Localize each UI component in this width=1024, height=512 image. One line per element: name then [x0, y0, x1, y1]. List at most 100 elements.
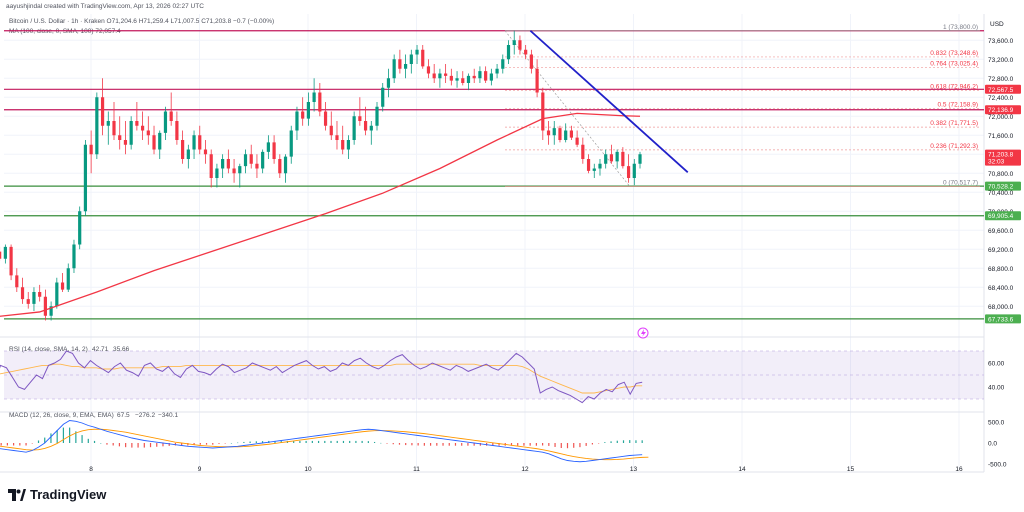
price-badge: [985, 84, 1021, 94]
macd-axis-tick: 500.0: [988, 420, 1005, 427]
macd-histogram-bar: [417, 443, 419, 446]
macd-histogram-bar: [517, 443, 519, 446]
candle-body: [369, 125, 373, 131]
rsi-axis-tick: 60.00: [988, 361, 1005, 368]
macd-histogram-bar: [13, 443, 15, 446]
macd-axis-tick: -500.0: [988, 461, 1007, 468]
price-axis-tick: 69,200.0: [988, 247, 1014, 254]
price-axis-tick: 68,000.0: [988, 304, 1014, 311]
candle-body: [363, 121, 368, 131]
macd-histogram-bar: [230, 443, 233, 444]
macd-histogram-bar: [429, 443, 432, 446]
candle-body: [192, 135, 196, 150]
candle-body: [621, 151, 625, 167]
candle-body: [118, 135, 122, 140]
candle-body: [312, 92, 316, 102]
macd-histogram-bar: [386, 443, 388, 444]
macd-histogram-bar: [492, 443, 494, 446]
rsi-line: [0, 350, 643, 404]
macd-histogram-bar: [37, 440, 40, 443]
candle-body: [626, 166, 631, 178]
macd-histogram-bar: [299, 440, 301, 443]
candle-body: [95, 97, 99, 155]
macd-histogram-bar: [50, 433, 52, 443]
candle-body: [283, 156, 288, 174]
macd-histogram-bar: [405, 443, 407, 446]
macd-histogram-bar: [106, 443, 108, 445]
macd-histogram-bar: [199, 443, 201, 445]
candle-body: [455, 78, 459, 81]
macd-histogram-bar: [311, 440, 313, 443]
candle-body: [415, 49, 419, 55]
candle-body: [301, 111, 305, 119]
time-axis-tick: 8: [89, 466, 93, 473]
candle-body: [341, 140, 345, 150]
candle-body: [38, 292, 42, 297]
price-axis-tick: 69,600.0: [988, 228, 1014, 235]
candle-body: [89, 144, 93, 155]
ma100-line: [0, 112, 641, 317]
candle-body: [604, 154, 608, 164]
fib-level-label: 0.236 (71,292.3): [930, 143, 978, 150]
macd-histogram-bar: [355, 440, 357, 443]
candle-body: [632, 163, 636, 178]
candle-body: [329, 125, 333, 136]
candle-body: [112, 121, 116, 136]
rsi-value: 42.71: [92, 346, 109, 353]
candle-body: [409, 54, 413, 64]
candle-body: [49, 306, 53, 316]
macd-histogram-bar: [25, 443, 27, 446]
macd-histogram-bar: [479, 443, 481, 446]
macd-histogram-bar: [461, 443, 463, 446]
macd-histogram-bar: [591, 443, 593, 445]
price-badge-countdown: 32:03: [988, 159, 1005, 166]
macd-histogram-bar: [629, 440, 631, 443]
candle-body: [3, 246, 7, 259]
rsi-band: [4, 351, 984, 399]
macd-signal-value: −340.1: [158, 412, 178, 419]
macd-histogram-bar: [523, 443, 525, 446]
macd-histogram-bar: [112, 443, 114, 446]
candle-body: [466, 75, 471, 83]
macd-histogram-bar: [635, 440, 637, 443]
macd-histogram-bar: [81, 435, 83, 443]
candle-body: [524, 49, 528, 55]
fib-level-label: 0.5 (72,158.9): [938, 102, 978, 109]
lightning-icon: [641, 329, 646, 337]
candle-body: [558, 128, 562, 140]
macd-histogram-bar: [616, 440, 618, 443]
price-badge-label: 69,905.4: [988, 213, 1014, 220]
price-badge: [985, 211, 1021, 221]
candle-body: [55, 282, 59, 307]
macd-histogram-bar: [330, 440, 332, 443]
macd-histogram-bar: [585, 443, 587, 446]
header-symbol-line: Bitcoin / U.S. Dollar · 1h · Kraken O71,…: [9, 18, 274, 25]
candle-body: [278, 159, 282, 174]
macd-histogram-bar: [143, 443, 145, 448]
candle-body: [421, 49, 425, 67]
candle-body: [169, 111, 173, 121]
candle-body: [461, 78, 465, 83]
candle-body: [346, 140, 351, 150]
macd-line: [0, 420, 643, 463]
macd-histogram-bar: [411, 443, 413, 446]
candle-body: [60, 282, 65, 290]
macd-histogram-bar: [293, 440, 295, 443]
macd-histogram-bar: [361, 440, 363, 443]
candle-body: [135, 121, 139, 126]
candle-body: [198, 135, 202, 150]
tradingview-brand[interactable]: TradingView: [8, 487, 106, 502]
macd-histogram-bar: [6, 443, 8, 446]
fib-level-label: 0.832 (73,248.6): [930, 50, 978, 57]
candle-body: [255, 163, 259, 169]
macd-histogram-bar: [622, 440, 625, 443]
macd-histogram-bar: [641, 440, 643, 443]
candle-body: [592, 168, 596, 171]
candle-body: [335, 135, 339, 140]
candle-body: [158, 132, 162, 150]
macd-title: MACD (12, 26, close, 9, EMA, EMA): [9, 412, 114, 419]
candle-body: [272, 142, 276, 159]
candle-body: [375, 106, 379, 126]
candle-body: [518, 40, 522, 50]
